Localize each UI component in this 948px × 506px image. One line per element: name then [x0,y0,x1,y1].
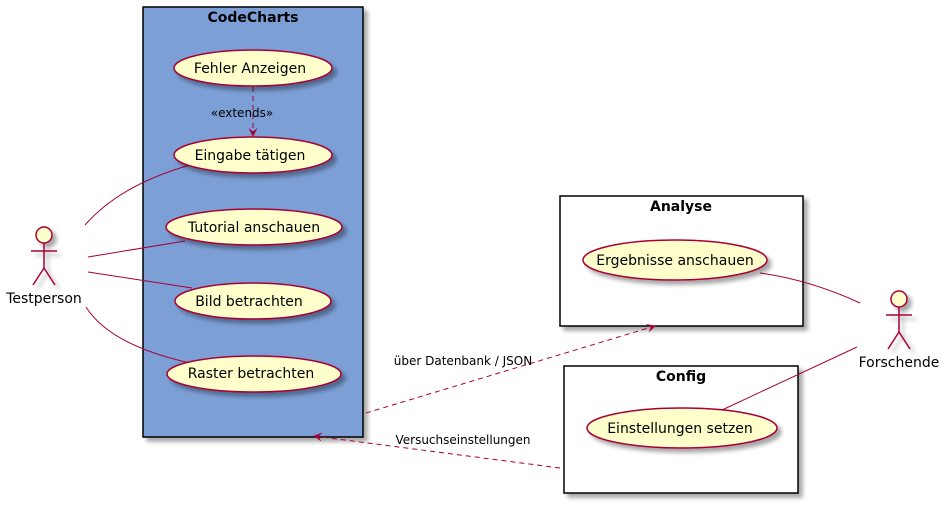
usecase-eingabe-taetigen-label: Eingabe tätigen [195,148,306,164]
edge-datenbank-label: über Datenbank / JSON [394,354,532,368]
forschende-associations [721,272,861,411]
package-codecharts-title: CodeCharts [207,10,298,26]
actor-forschende-label: Forschende [859,355,940,371]
usecase-ergebnisse-anschauen-label: Ergebnisse anschauen [596,253,753,269]
actor-testperson-icon [31,226,57,286]
usecase-tutorial-anschauen: Tutorial anschauen [165,208,343,246]
usecase-einstellungen-setzen: Einstellungen setzen [586,407,778,449]
edge-testperson-eingabe [84,164,191,226]
package-analyse-title: Analyse [650,199,712,215]
usecase-ergebnisse-anschauen: Ergebnisse anschauen [582,239,768,281]
usecase-tutorial-anschauen-label: Tutorial anschauen [187,220,320,236]
actor-testperson-label: Testperson [5,291,82,307]
edge-forschende-einstellungen [721,346,858,411]
actor-testperson: Testperson [5,226,82,307]
actor-forschende-icon [886,290,912,350]
edge-testperson-tutorial [87,240,186,258]
edge-testperson-raster [85,306,191,364]
edge-forschende-ergebnisse [759,272,861,304]
usecase-fehler-anzeigen: Fehler Anzeigen [173,49,333,87]
usecase-raster-betrachten-label: Raster betrachten [188,366,314,382]
actor-forschende: Forschende [859,290,940,371]
usecase-raster-betrachten: Raster betrachten [166,355,342,393]
usecase-eingabe-taetigen: Eingabe tätigen [173,136,333,174]
edge-testperson-bild [87,271,193,289]
usecase-einstellungen-setzen-label: Einstellungen setzen [607,421,753,437]
edge-versuch-label: Versuchseinstellungen [395,433,530,447]
edge-extends-label: «extends» [211,106,274,120]
usecase-fehler-anzeigen-label: Fehler Anzeigen [194,61,306,77]
usecase-bild-betrachten: Bild betrachten [174,282,332,320]
usecase-bild-betrachten-label: Bild betrachten [195,294,303,310]
testperson-associations [84,164,193,364]
usecases: Fehler Anzeigen Eingabe tätigen Tutorial… [165,49,778,449]
package-config-title: Config [656,369,706,385]
